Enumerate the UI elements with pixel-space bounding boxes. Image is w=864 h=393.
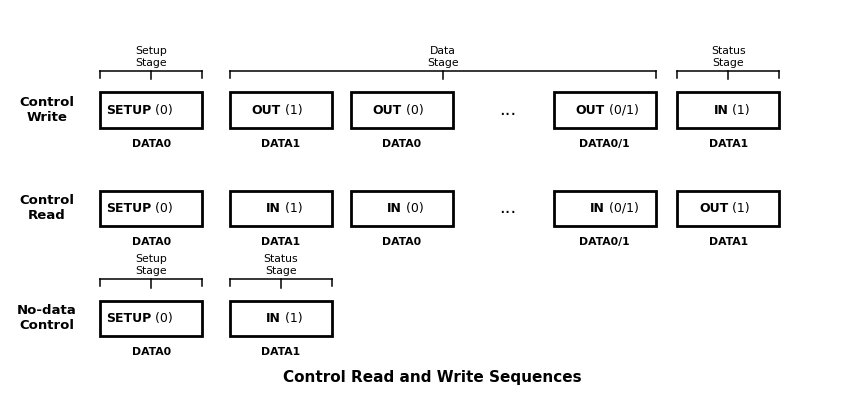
Text: IN: IN — [387, 202, 402, 215]
Bar — [230, 191, 332, 226]
Text: DATA1: DATA1 — [261, 139, 301, 149]
Text: IN: IN — [266, 202, 281, 215]
Text: IN: IN — [714, 103, 728, 117]
Text: IN: IN — [266, 312, 281, 325]
Bar — [100, 301, 202, 336]
Text: DATA0/1: DATA0/1 — [580, 237, 630, 247]
Text: DATA1: DATA1 — [708, 139, 748, 149]
Text: IN: IN — [590, 202, 605, 215]
Text: Control
Read: Control Read — [19, 194, 74, 222]
Text: Status
Stage: Status Stage — [264, 254, 298, 276]
Text: Setup
Stage: Setup Stage — [136, 254, 167, 276]
Text: (0): (0) — [402, 103, 423, 117]
Text: Data
Stage: Data Stage — [427, 46, 459, 68]
Text: DATA0: DATA0 — [382, 139, 422, 149]
Bar — [677, 191, 779, 226]
Text: (1): (1) — [281, 312, 302, 325]
Text: Control Read and Write Sequences: Control Read and Write Sequences — [283, 370, 581, 385]
Text: Control
Write: Control Write — [19, 96, 74, 124]
Text: No-data
Control: No-data Control — [16, 304, 77, 332]
Text: DATA1: DATA1 — [708, 237, 748, 247]
Text: Setup
Stage: Setup Stage — [136, 46, 167, 68]
Text: (1): (1) — [281, 103, 302, 117]
Text: SETUP: SETUP — [106, 202, 151, 215]
Text: OUT: OUT — [372, 103, 402, 117]
Text: DATA0: DATA0 — [131, 347, 171, 357]
Text: ...: ... — [499, 101, 517, 119]
Bar — [100, 191, 202, 226]
Text: DATA0/1: DATA0/1 — [580, 139, 630, 149]
Text: (1): (1) — [728, 202, 750, 215]
Bar — [230, 301, 332, 336]
Bar — [100, 92, 202, 128]
Text: SETUP: SETUP — [106, 312, 151, 325]
Bar — [554, 92, 656, 128]
Text: Status
Stage: Status Stage — [711, 46, 746, 68]
Text: (1): (1) — [728, 103, 750, 117]
Text: DATA1: DATA1 — [261, 347, 301, 357]
Text: (0): (0) — [151, 202, 173, 215]
Text: OUT: OUT — [251, 103, 281, 117]
Text: (1): (1) — [281, 202, 302, 215]
Text: DATA0: DATA0 — [131, 237, 171, 247]
Bar — [677, 92, 779, 128]
Bar — [554, 191, 656, 226]
Bar — [351, 92, 453, 128]
Text: (0): (0) — [402, 202, 423, 215]
Text: DATA1: DATA1 — [261, 237, 301, 247]
Text: OUT: OUT — [575, 103, 605, 117]
Text: (0/1): (0/1) — [605, 202, 638, 215]
Text: OUT: OUT — [699, 202, 728, 215]
Text: SETUP: SETUP — [106, 103, 151, 117]
Text: (0): (0) — [151, 103, 173, 117]
Bar — [351, 191, 453, 226]
Bar — [230, 92, 332, 128]
Text: ...: ... — [499, 199, 517, 217]
Text: DATA0: DATA0 — [131, 139, 171, 149]
Text: (0): (0) — [151, 312, 173, 325]
Text: (0/1): (0/1) — [605, 103, 638, 117]
Text: DATA0: DATA0 — [382, 237, 422, 247]
